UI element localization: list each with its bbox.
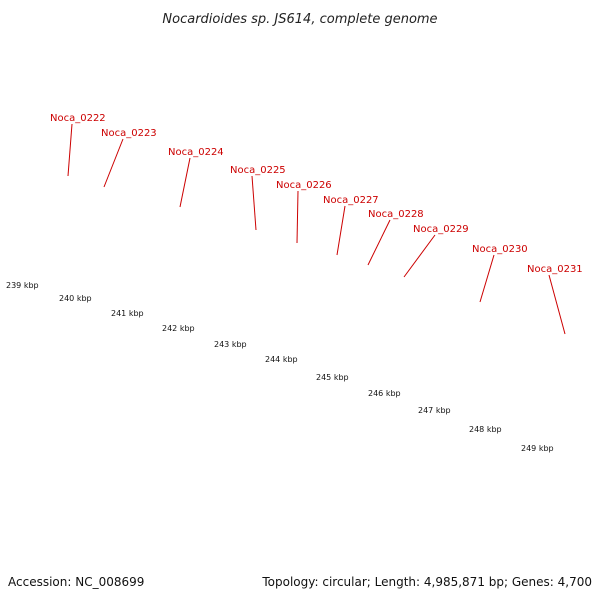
gene-leader-line bbox=[296, 190, 299, 244]
accession-text: Accession: NC_008699 bbox=[8, 575, 144, 589]
kbp-label: 242 kbp bbox=[162, 324, 195, 333]
kbp-label: 243 kbp bbox=[214, 340, 247, 349]
gene-leader-line bbox=[548, 274, 566, 335]
gene-leader-line bbox=[403, 234, 436, 278]
gene-leader-line bbox=[251, 175, 257, 231]
gene-label: Noca_0225 bbox=[230, 165, 286, 176]
gene-leader-line bbox=[336, 205, 346, 256]
gene-label: Noca_0222 bbox=[50, 113, 106, 124]
gene-label: Noca_0227 bbox=[323, 195, 379, 206]
kbp-label: 241 kbp bbox=[111, 309, 144, 318]
kbp-label: 248 kbp bbox=[469, 425, 502, 434]
gene-label: Noca_0226 bbox=[276, 180, 332, 191]
kbp-label: 245 kbp bbox=[316, 373, 349, 382]
gene-leader-line bbox=[103, 138, 124, 188]
kbp-label: 240 kbp bbox=[59, 294, 92, 303]
gene-leader-line bbox=[367, 219, 391, 266]
genome-info-text: Topology: circular; Length: 4,985,871 bp… bbox=[261, 575, 592, 589]
gene-label: Noca_0230 bbox=[472, 244, 528, 255]
gene-label-layer: Noca_0222 Noca_0223 Noca_0224 Noca_0225 Noca… bbox=[50, 113, 583, 335]
kbp-label-layer: 239 kbp 240 kbp 241 kbp 242 kbp 243 kbp 244 k… bbox=[6, 281, 554, 453]
gene-label: Noca_0228 bbox=[368, 209, 424, 220]
gene-leader-line bbox=[479, 254, 495, 303]
gene-leader-line bbox=[67, 123, 73, 177]
kbp-label: 247 kbp bbox=[418, 406, 451, 415]
gene-label: Noca_0231 bbox=[527, 264, 583, 275]
gene-label: Noca_0229 bbox=[413, 224, 469, 235]
kbp-label: 244 kbp bbox=[265, 355, 298, 364]
gene-label: Noca_0223 bbox=[101, 128, 157, 139]
kbp-label: 249 kbp bbox=[521, 444, 554, 453]
gene-leader-line bbox=[179, 157, 191, 208]
map-title: Nocardioides sp. JS614, complete genome bbox=[162, 12, 437, 27]
kbp-label: 239 kbp bbox=[6, 281, 39, 290]
gene-label: Noca_0224 bbox=[168, 147, 224, 158]
kbp-label: 246 kbp bbox=[368, 389, 401, 398]
